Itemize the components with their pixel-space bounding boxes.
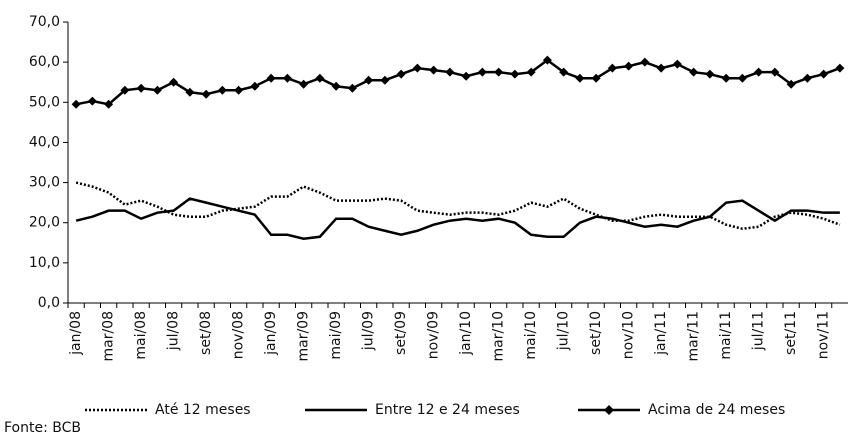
marker — [494, 67, 504, 77]
marker — [429, 65, 439, 75]
marker — [640, 57, 650, 67]
x-tick-label: mai/11 — [718, 311, 734, 360]
x-tick-label: set/10 — [588, 311, 604, 355]
legend-label: Até 12 meses — [155, 402, 251, 418]
marker — [120, 85, 130, 95]
series-line — [75, 181, 841, 231]
marker — [347, 83, 357, 93]
marker — [185, 87, 195, 97]
marker — [87, 96, 97, 106]
x-tick-label: jul/08 — [166, 311, 182, 351]
marker — [705, 69, 715, 79]
marker — [624, 61, 634, 71]
x-tick-label: jan/09 — [263, 311, 279, 356]
marker — [656, 63, 666, 73]
series-line — [75, 58, 841, 106]
x-tick-label: mar/08 — [101, 311, 117, 362]
marker — [721, 73, 731, 83]
y-tick-label: 50,0 — [29, 94, 60, 110]
marker — [607, 63, 617, 73]
marker — [315, 73, 325, 83]
x-tick-label: jan/08 — [68, 311, 84, 356]
marker — [71, 99, 81, 109]
marker — [835, 63, 845, 73]
marker — [510, 69, 520, 79]
y-tick-label: 30,0 — [29, 175, 60, 191]
marker — [396, 69, 406, 79]
x-tick-label: mar/11 — [686, 311, 702, 362]
marker — [802, 73, 812, 83]
x-tick-label: nov/08 — [231, 311, 247, 359]
legend-marker — [604, 405, 614, 415]
y-tick-label: 10,0 — [29, 255, 60, 271]
marker — [282, 73, 292, 83]
series-line — [75, 197, 840, 241]
x-tick-label: jul/09 — [361, 311, 377, 351]
marker — [445, 67, 455, 77]
marker — [737, 73, 747, 83]
marker — [250, 81, 260, 91]
y-tick-label: 60,0 — [29, 54, 60, 70]
x-tick-label: jan/11 — [653, 311, 669, 356]
marker — [201, 89, 211, 99]
x-tick-label: nov/10 — [621, 311, 637, 359]
x-tick-label: mai/09 — [328, 311, 344, 360]
marker — [542, 55, 552, 65]
marker — [136, 83, 146, 93]
x-tick-label: mai/08 — [133, 311, 149, 360]
marker — [234, 85, 244, 95]
marker — [152, 85, 162, 95]
marker — [786, 79, 796, 89]
x-tick-label: set/08 — [198, 311, 214, 355]
x-tick-label: set/11 — [783, 311, 799, 355]
marker — [575, 73, 585, 83]
y-tick-label: 70,0 — [29, 14, 60, 30]
legend-label: Entre 12 e 24 meses — [375, 402, 520, 418]
y-tick-label: 40,0 — [29, 134, 60, 150]
x-tick-label: mai/10 — [523, 311, 539, 360]
marker — [412, 63, 422, 73]
marker — [672, 59, 682, 69]
marker — [461, 71, 471, 81]
marker — [477, 67, 487, 77]
marker — [364, 75, 374, 85]
x-tick-label: set/09 — [393, 311, 409, 355]
x-tick-label: nov/09 — [426, 311, 442, 359]
marker — [299, 79, 309, 89]
marker — [559, 67, 569, 77]
x-tick-label: jul/11 — [751, 311, 767, 351]
y-tick-label: 0,0 — [38, 295, 60, 311]
x-tick-label: jul/10 — [556, 311, 572, 351]
x-tick-label: mar/10 — [491, 311, 507, 362]
marker — [104, 99, 114, 109]
x-tick-label: jan/10 — [458, 311, 474, 356]
marker — [217, 85, 227, 95]
legend-label: Acima de 24 meses — [648, 402, 785, 418]
source: Fonte: BCB — [4, 420, 81, 436]
marker — [770, 67, 780, 77]
marker — [380, 75, 390, 85]
marker — [689, 67, 699, 77]
marker — [819, 69, 829, 79]
x-tick-label: nov/11 — [816, 311, 832, 359]
marker — [331, 81, 341, 91]
marker — [591, 73, 601, 83]
x-tick-label: mar/09 — [296, 311, 312, 362]
y-tick-label: 20,0 — [29, 215, 60, 231]
marker — [169, 77, 179, 87]
marker — [754, 67, 764, 77]
marker — [266, 73, 276, 83]
marker — [526, 67, 536, 77]
